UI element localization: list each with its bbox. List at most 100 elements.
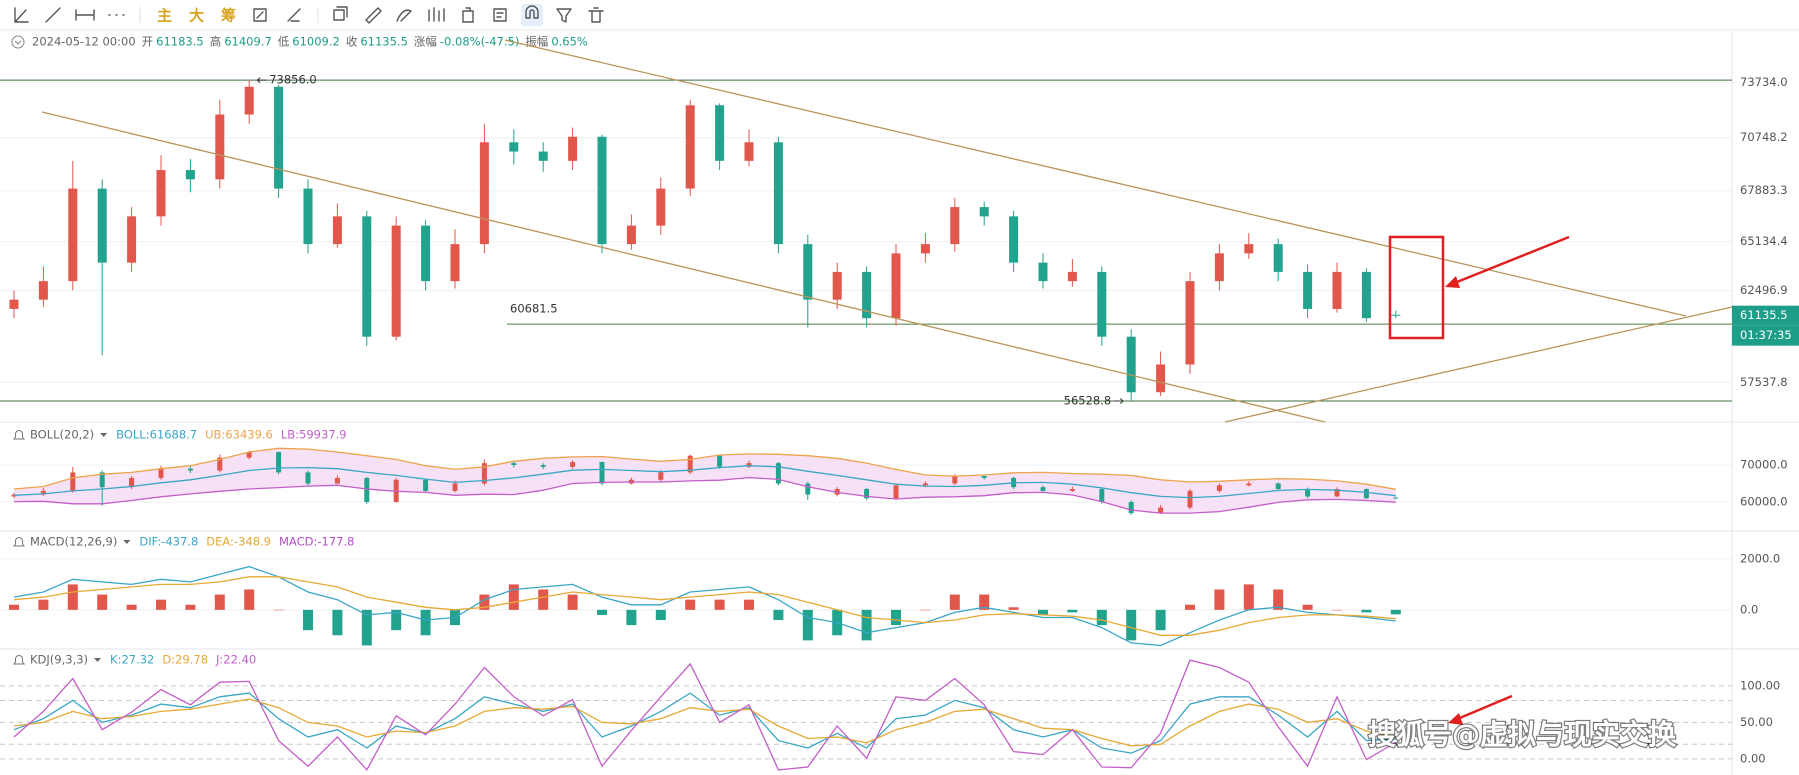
- last-price-label: 61135.5: [1740, 308, 1788, 322]
- candle-body: [334, 477, 340, 484]
- collapse-icon[interactable]: [11, 35, 25, 49]
- toolbar-chips[interactable]: 筹: [221, 7, 236, 25]
- macd-histogram-bar: [567, 594, 578, 610]
- macd-histogram-bar: [38, 599, 49, 610]
- info-text: 0.65%: [551, 35, 588, 49]
- indicator-menu[interactable]: [100, 433, 108, 437]
- candle-body: [1099, 489, 1105, 502]
- macd-histogram-bar: [949, 594, 960, 610]
- tool-lock[interactable]: [462, 7, 474, 23]
- tool-range[interactable]: [75, 9, 95, 21]
- candle-body: [127, 216, 137, 263]
- arrow-head: [1445, 276, 1460, 288]
- macd-histogram-bar: [714, 599, 725, 610]
- candle-body: [685, 105, 695, 189]
- alert-bell[interactable]: [13, 537, 25, 547]
- candle-body: [1334, 489, 1340, 497]
- candle-body: [658, 472, 664, 480]
- info-text: -0.08%(-47.5): [440, 35, 519, 49]
- indicator-menu[interactable]: [94, 658, 102, 662]
- annotation-label: 73856.0: [269, 73, 317, 87]
- macd-histogram-bar: [655, 609, 666, 621]
- toolbar-large[interactable]: 大: [189, 7, 204, 25]
- countdown-label: 01:37:35: [1740, 328, 1792, 342]
- info-text: 开: [142, 35, 154, 49]
- candle-body: [421, 225, 431, 282]
- candle-body: [744, 142, 754, 161]
- macd-histogram-bar: [1214, 589, 1225, 610]
- annotation-label: 56528.8: [1064, 393, 1112, 407]
- y-tick-label: 0.00: [1740, 751, 1766, 765]
- highlight-box: [1388, 235, 1445, 340]
- info-text: 61009.2: [292, 35, 340, 49]
- candle-body: [129, 477, 135, 488]
- candle-body: [864, 489, 870, 499]
- candle-body: [1305, 489, 1311, 497]
- y-tick-label: 67883.3: [1740, 183, 1788, 197]
- tool-magnet-active[interactable]: [521, 4, 543, 26]
- candle-body: [920, 244, 930, 254]
- macd-histogram-bar: [744, 599, 754, 610]
- macd-histogram-bar: [1067, 609, 1078, 613]
- toolbar-main[interactable]: 主: [157, 7, 172, 25]
- indicator-line: [13, 447, 1396, 490]
- tool-brush[interactable]: [287, 8, 301, 22]
- macd-histogram-bar: [979, 594, 990, 610]
- candle-body: [540, 464, 546, 467]
- trendline-lower[interactable]: [41, 111, 1326, 423]
- tool-candles[interactable]: [428, 7, 445, 22]
- candle-body: [1303, 271, 1313, 309]
- arrow-shaft: [1451, 235, 1570, 286]
- toolbar: 主 大 筹: [0, 4, 1799, 31]
- legend-entry: LB:59937.9: [281, 428, 347, 442]
- candle-body: [452, 483, 458, 491]
- alert-bell[interactable]: [13, 430, 25, 440]
- indicator-title: MACD(12,26,9): [30, 535, 117, 549]
- macd-histogram-bar: [626, 609, 637, 626]
- candle-body: [1038, 262, 1048, 282]
- legend-entry: K:27.32: [110, 653, 154, 667]
- y-tick-label: 0.0: [1740, 602, 1758, 616]
- tool-edit[interactable]: [253, 8, 267, 22]
- candle-body: [538, 151, 548, 161]
- macd-histogram-bar: [420, 609, 431, 636]
- candle-body: [9, 299, 19, 309]
- candle-body: [1246, 483, 1252, 486]
- candle-body: [746, 463, 752, 467]
- alert-bell[interactable]: [13, 655, 25, 665]
- candle-body: [773, 142, 783, 245]
- tool-magnet[interactable]: [525, 5, 539, 19]
- macd-histogram-bar: [1302, 604, 1313, 610]
- candle-body: [423, 479, 429, 491]
- trendline-rising[interactable]: [1224, 306, 1733, 423]
- countdown-box: [1732, 325, 1799, 346]
- candle-body: [40, 490, 46, 495]
- macd-histogram-bar: [861, 609, 872, 641]
- tool-line[interactable]: [45, 7, 61, 23]
- tool-copy[interactable]: [333, 6, 348, 21]
- tool-ruler[interactable]: [365, 7, 382, 24]
- tool-delete[interactable]: [588, 7, 604, 23]
- tool-trend-angle[interactable]: [14, 7, 29, 23]
- candle-body: [891, 253, 901, 319]
- macd-histogram-bar: [538, 589, 549, 610]
- tool-pen[interactable]: [396, 9, 412, 22]
- candle-body: [391, 225, 401, 337]
- macd-histogram-bar: [479, 594, 490, 610]
- candle-body: [303, 188, 313, 245]
- y-tick-label: 70748.2: [1740, 130, 1788, 144]
- indicator-menu[interactable]: [123, 540, 131, 544]
- tool-filter[interactable]: [556, 8, 572, 23]
- candle-body: [626, 225, 636, 245]
- macd-histogram-bar: [9, 604, 19, 610]
- tool-note[interactable]: [493, 8, 507, 22]
- macd-histogram-bar: [597, 609, 607, 615]
- candle-body: [1361, 271, 1371, 319]
- legend-entry: DIF:-437.8: [139, 535, 198, 549]
- candle-body: [1273, 244, 1283, 272]
- candle-body: [1275, 483, 1281, 490]
- indicator-line: [13, 576, 1396, 636]
- macd-histogram-bar: [1096, 609, 1107, 626]
